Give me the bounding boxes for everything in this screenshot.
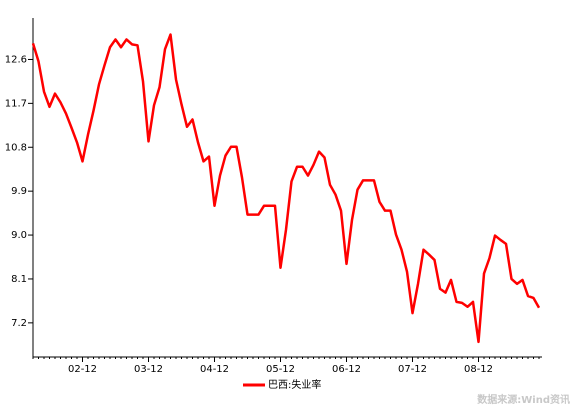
x-tick-label: 07-12 — [398, 364, 427, 375]
x-tick-label: 02-12 — [68, 364, 97, 375]
source-note: 数据来源:Wind资讯 — [477, 393, 570, 406]
y-tick-label: 11.7 — [5, 98, 27, 109]
y-tick-label: 8.1 — [11, 274, 27, 285]
x-tick-label: 05-12 — [266, 364, 295, 375]
y-tick-label: 9.0 — [11, 230, 27, 241]
legend-label: 巴西:失业率 — [268, 378, 321, 391]
x-tick-label: 08-12 — [464, 364, 493, 375]
y-tick-label: 10.8 — [5, 142, 27, 153]
series-line — [31, 33, 541, 344]
x-tick-label: 03-12 — [134, 364, 163, 375]
y-tick-label: 12.6 — [5, 54, 27, 65]
y-tick-label: 7.2 — [11, 318, 27, 329]
x-tick-label: 04-12 — [200, 364, 229, 375]
x-tick-label: 06-12 — [332, 364, 361, 375]
y-tick-label: 9.9 — [11, 186, 27, 197]
